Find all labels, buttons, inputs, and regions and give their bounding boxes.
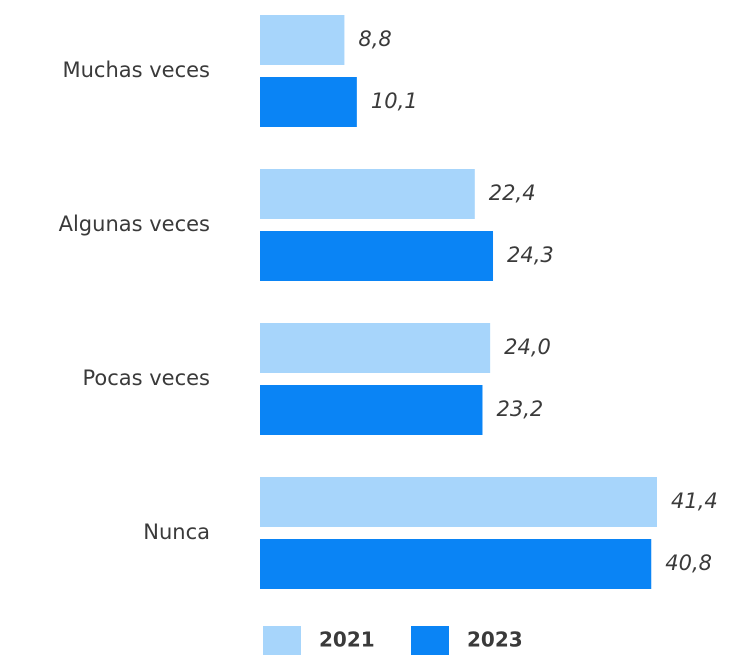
bar [260, 77, 357, 127]
category-label: Nunca [143, 520, 210, 544]
legend-label: 2021 [319, 628, 375, 652]
category-label: Pocas veces [82, 366, 210, 390]
legend-swatch [263, 626, 301, 655]
value-label: 22,4 [489, 181, 536, 205]
category-label: Algunas veces [59, 212, 210, 236]
value-label: 24,3 [507, 243, 554, 267]
value-label: 24,0 [504, 335, 551, 359]
category-label: Muchas veces [62, 58, 210, 82]
value-label: 23,2 [496, 397, 543, 421]
value-label: 40,8 [665, 551, 712, 575]
value-label: 41,4 [671, 489, 718, 513]
legend-label: 2023 [467, 628, 523, 652]
bar [260, 385, 483, 435]
value-label: 8,8 [358, 27, 391, 51]
value-label: 10,1 [371, 89, 418, 113]
legend-swatch [411, 626, 449, 655]
bar [260, 323, 491, 373]
bar [260, 539, 652, 589]
bar [260, 477, 657, 527]
bar [260, 231, 494, 281]
bar [260, 15, 345, 65]
bar [260, 169, 475, 219]
